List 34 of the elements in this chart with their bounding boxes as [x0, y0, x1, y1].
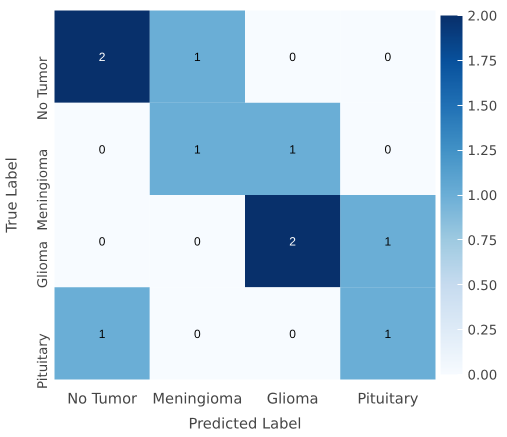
data-label: 0 [289, 50, 296, 64]
data-label: 0 [98, 142, 106, 156]
x-tick-label: Meningioma [152, 390, 242, 408]
y-tick-label: No Tumor [36, 56, 51, 120]
data-label: 1 [98, 326, 106, 341]
data-label: 1 [384, 234, 392, 249]
data-label: 0 [289, 326, 296, 341]
color-bar-label: 0.00 [468, 368, 498, 384]
x-tick-label: Pituitary [357, 390, 419, 408]
color-bar-label: 1.25 [468, 144, 498, 160]
color-bar-label: 2.00 [468, 10, 498, 24]
y-tick-label: Glioma [36, 241, 51, 288]
color-bar-label: 0.25 [468, 324, 498, 339]
data-label: 2 [98, 50, 106, 64]
data-label: 0 [194, 326, 202, 341]
data-label: 1 [194, 50, 202, 64]
x-tick-label: Glioma [266, 390, 318, 408]
color-bar-label: 1.75 [468, 54, 498, 70]
color-bar-label: 0.50 [468, 278, 498, 294]
data-label: 1 [194, 142, 202, 156]
x-tick-label: No Tumor [67, 390, 138, 408]
color-bar-label: 0.75 [468, 234, 498, 249]
color-bar-label: 1.50 [468, 99, 498, 114]
color-bar-label: 1.00 [468, 189, 498, 204]
y-tick-label: Meningioma [36, 148, 51, 231]
data-label: 0 [194, 234, 202, 249]
data-label: 0 [98, 234, 106, 249]
data-label: 1 [289, 142, 296, 156]
data-label: 1 [384, 326, 392, 341]
data-label: 2 [289, 234, 296, 249]
data-label: 0 [384, 50, 392, 64]
x-axis-title: Predicted Label [188, 416, 302, 432]
y-axis-title: True Label [4, 157, 20, 234]
data-label: 0 [384, 142, 392, 156]
